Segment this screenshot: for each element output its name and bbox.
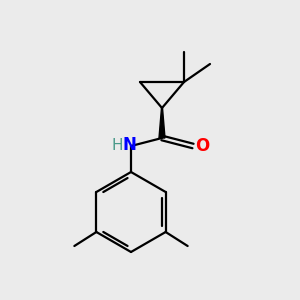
Text: O: O (195, 137, 209, 155)
Text: H: H (111, 137, 123, 152)
Polygon shape (159, 108, 165, 138)
Text: N: N (122, 136, 136, 154)
